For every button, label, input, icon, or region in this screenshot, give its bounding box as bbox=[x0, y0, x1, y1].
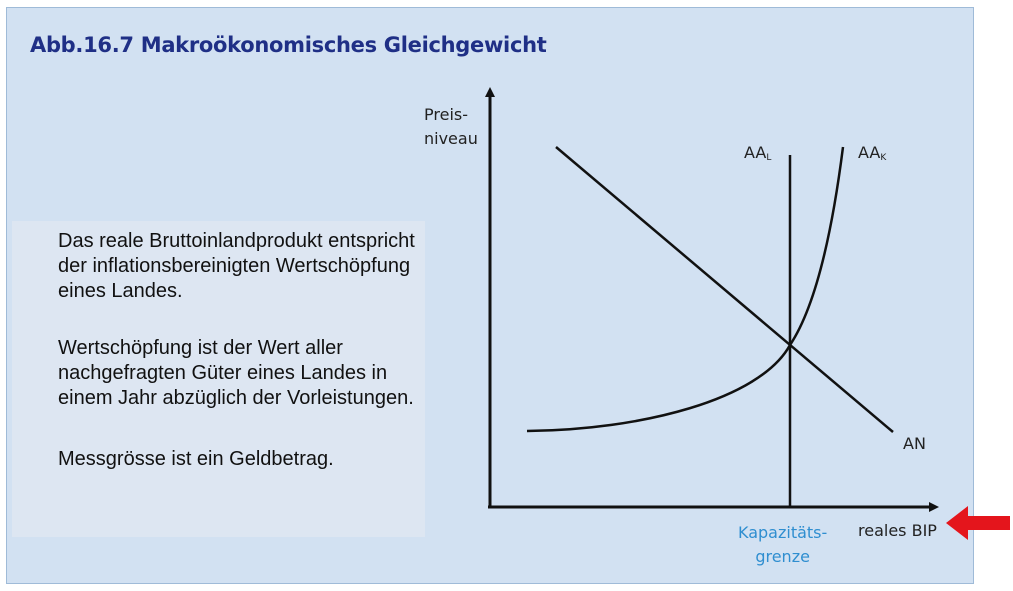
paragraph-wertschoepfung: Wertschöpfung ist der Wert aller nachgef… bbox=[58, 337, 414, 409]
capacity-limit-label: Kapazitäts- grenze bbox=[738, 523, 828, 566]
aa-k-label: AAK bbox=[858, 143, 887, 163]
paragraph-messgroesse: Messgrösse ist ein Geldbetrag. bbox=[58, 448, 334, 470]
x-axis-label: reales BIP bbox=[858, 521, 937, 540]
an-curve bbox=[555, 146, 894, 433]
figure-title: Abb.16.7 Makroökonomisches Gleichgewicht bbox=[30, 33, 547, 57]
aa-l-label: AAL bbox=[744, 143, 772, 163]
an-label: AN bbox=[903, 434, 926, 453]
paragraph-bip-definition: Das reale Bruttoinlandprodukt entspricht… bbox=[58, 230, 415, 302]
aa-k-curve bbox=[526, 146, 845, 433]
y-axis-label: Preis- niveau bbox=[424, 105, 478, 148]
explanation-box: Das reale Bruttoinlandprodukt entspricht… bbox=[12, 221, 425, 537]
red-arrow-icon bbox=[946, 506, 1010, 540]
